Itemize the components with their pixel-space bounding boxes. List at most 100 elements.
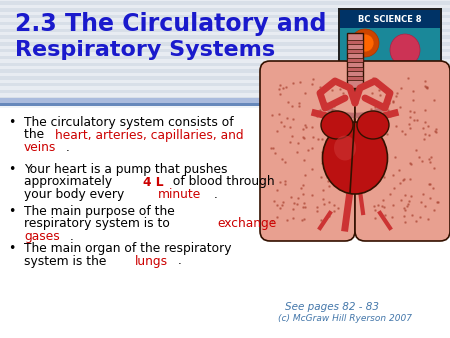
Bar	[0, 1, 450, 5]
Point	[369, 90, 376, 96]
Point	[397, 86, 405, 91]
Point	[267, 146, 274, 151]
Point	[377, 92, 384, 97]
Bar	[0, 25, 450, 29]
Point	[400, 213, 407, 218]
Bar	[0, 39, 450, 42]
Point	[384, 112, 391, 118]
Point	[283, 84, 290, 90]
Point	[293, 149, 300, 154]
Ellipse shape	[321, 111, 353, 139]
Bar	[347, 33, 363, 88]
Point	[322, 100, 329, 106]
Point	[324, 172, 331, 178]
Point	[369, 78, 376, 83]
Point	[407, 125, 414, 130]
Point	[427, 160, 434, 165]
Point	[396, 168, 403, 173]
Point	[372, 215, 379, 220]
Point	[404, 76, 411, 81]
Point	[287, 140, 294, 145]
Bar	[347, 40, 363, 44]
Point	[320, 201, 328, 207]
Bar	[0, 80, 450, 83]
Point	[364, 176, 372, 182]
Point	[423, 84, 430, 90]
Point	[333, 137, 341, 143]
Point	[288, 134, 296, 139]
Text: .: .	[214, 188, 218, 201]
Point	[423, 85, 431, 91]
Bar	[338, 8, 442, 100]
Bar	[340, 10, 440, 28]
Point	[385, 101, 392, 106]
Point	[425, 181, 432, 187]
Point	[316, 84, 324, 90]
Point	[278, 156, 285, 162]
Point	[369, 75, 376, 81]
Point	[423, 84, 431, 90]
Point	[269, 112, 276, 117]
Text: •: •	[8, 242, 15, 255]
Point	[370, 203, 377, 209]
Point	[316, 91, 324, 97]
Point	[325, 175, 333, 181]
Point	[319, 149, 326, 155]
Point	[421, 203, 428, 208]
Point	[300, 191, 307, 197]
Point	[302, 172, 309, 178]
Point	[314, 204, 321, 210]
Point	[288, 103, 295, 108]
Point	[271, 198, 278, 203]
Point	[300, 135, 307, 140]
Point	[389, 172, 396, 177]
Point	[414, 117, 421, 123]
Point	[405, 199, 413, 204]
Point	[334, 177, 342, 182]
Point	[289, 117, 296, 122]
Point	[365, 128, 373, 133]
Point	[296, 100, 303, 105]
Point	[375, 87, 382, 93]
Point	[314, 108, 321, 114]
Point	[294, 140, 302, 145]
Point	[373, 82, 380, 88]
Point	[400, 176, 408, 182]
Point	[291, 200, 298, 206]
Point	[325, 183, 333, 189]
Bar	[0, 73, 450, 76]
Point	[325, 214, 332, 219]
Point	[320, 196, 327, 202]
Point	[392, 93, 400, 98]
Point	[372, 137, 379, 143]
Bar	[347, 76, 363, 80]
Point	[371, 207, 378, 212]
Bar	[0, 93, 450, 97]
Point	[374, 151, 382, 157]
Point	[432, 129, 440, 134]
Point	[299, 205, 306, 210]
Point	[410, 117, 418, 123]
Point	[310, 134, 317, 139]
Bar	[0, 18, 450, 22]
Point	[424, 124, 431, 129]
Point	[276, 205, 283, 211]
Bar	[340, 10, 440, 98]
Point	[396, 104, 403, 110]
Point	[328, 107, 336, 112]
Point	[336, 86, 343, 92]
Point	[389, 99, 396, 104]
Point	[289, 80, 297, 86]
Point	[420, 137, 427, 142]
Point	[319, 136, 326, 141]
Ellipse shape	[323, 122, 387, 194]
Bar	[0, 42, 450, 46]
Point	[323, 152, 330, 158]
Point	[325, 199, 333, 205]
Text: lungs: lungs	[135, 255, 168, 267]
Bar	[347, 67, 363, 71]
Point	[294, 196, 302, 201]
Point	[380, 84, 387, 89]
Point	[273, 202, 280, 208]
Bar	[340, 73, 440, 98]
